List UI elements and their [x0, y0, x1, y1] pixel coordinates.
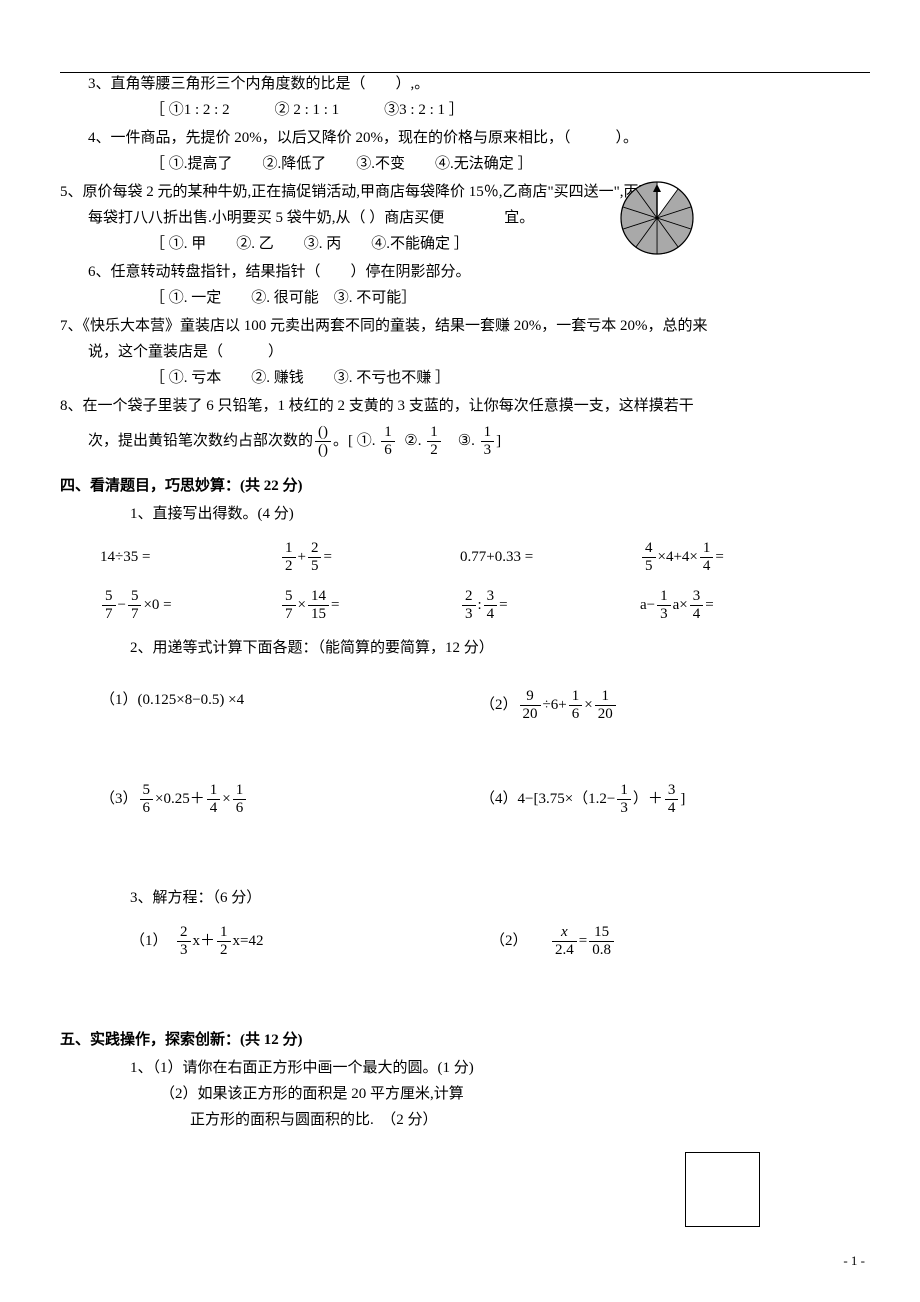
- q8-l2a: 次，提出黄铅笔次数约占部次数的: [88, 429, 313, 453]
- expr-4: （4）4−[3.75×（1.2− 13 ）＋ 34 ]: [480, 782, 870, 816]
- q6-text: 6、任意转动转盘指针，结果指针（ ）停在阴影部分。: [60, 260, 870, 284]
- calc-row-2: 57 − 57 ×0 = 57 × 1415 = 23 : 34 = a− 13…: [100, 588, 870, 622]
- question-7: 7、《快乐大本营》童装店以 100 元卖出两套不同的童装，结果一套赚 20%，一…: [60, 314, 870, 390]
- q7-line2: 说，这个童装店是（ ）: [60, 340, 870, 364]
- calc-2a: 57 − 57 ×0 =: [100, 588, 280, 622]
- sec5-l1: 1、（1）请你在右面正方形中画一个最大的圆。(1 分): [60, 1056, 870, 1080]
- q5-line1: 5、原价每袋 2 元的某种牛奶,正在搞促销活动,甲商店每袋降价 15％,乙商店"…: [60, 180, 870, 204]
- q8-frac-1-6: 16: [381, 424, 395, 458]
- question-6: 6、任意转动转盘指针，结果指针（ ）停在阴影部分。 ［ ①. 一定 ②. 很可能…: [60, 260, 870, 310]
- expr-row-12: （1）(0.125×8−0.5) ×4 （2） 920 ÷6+ 16 × 120: [100, 688, 870, 722]
- q8-line2: 次，提出黄铅笔次数约占部次数的 ()() 。[ ①. 16 ②. 12 ③. 1…: [60, 424, 870, 458]
- q8-frac-1-3: 13: [481, 424, 495, 458]
- q7-options: ［ ①. 亏本 ②. 赚钱 ③. 不亏也不赚 ］: [60, 366, 870, 390]
- sec4-p2: 2、用递等式计算下面各题：（能简算的要简算，12 分）: [60, 636, 870, 660]
- calc-2c: 23 : 34 =: [460, 588, 640, 622]
- calc-row-1: 14÷35 = 12 + 25 = 0.77+0.33 = 45 ×4+4× 1…: [100, 540, 870, 574]
- expr-2: （2） 920 ÷6+ 16 × 120: [480, 688, 870, 722]
- question-4: 4、一件商品，先提价 20%，以后又降价 20%，现在的价格与原来相比，（ ）。…: [60, 126, 870, 176]
- q8-l2b: 。[ ①.: [333, 429, 376, 453]
- header-rule: [60, 72, 870, 73]
- q4-options: ［ ①.提高了 ②.降低了 ③.不变 ④.无法确定 ］: [60, 152, 870, 176]
- q7-line1: 7、《快乐大本营》童装店以 100 元卖出两套不同的童装，结果一套赚 20%，一…: [60, 314, 870, 338]
- q6-options: ［ ①. 一定 ②. 很可能 ③. 不可能］: [60, 286, 870, 310]
- question-3: 3、直角等腰三角形三个内角度数的比是（ ）,。 ［ ①1 : 2 : 2 ② 2…: [60, 72, 870, 122]
- calc-1a: 14÷35 =: [100, 545, 280, 569]
- calc-1b: 12 + 25 =: [280, 540, 460, 574]
- q8-line1: 8、在一个袋子里装了 6 只铅笔，1 枝红的 2 支黄的 3 支蓝的，让你每次任…: [60, 394, 870, 418]
- section-4-title: 四、看清题目，巧思妙算：(共 22 分): [60, 474, 870, 498]
- sec5-l3: 正方形的面积与圆面积的比. （2 分）: [60, 1108, 870, 1132]
- q8-frac-paren: ()(): [315, 424, 331, 458]
- q5-line2: 每袋打八八折出售.小明要买 5 袋牛奶,从（ ）商店买便 宜。: [60, 206, 870, 230]
- q8-frac-1-2: 12: [427, 424, 441, 458]
- section-5-title: 五、实践操作，探索创新：(共 12 分): [60, 1028, 870, 1052]
- question-8: 8、在一个袋子里装了 6 只铅笔，1 枝红的 2 支黄的 3 支蓝的，让你每次任…: [60, 394, 870, 458]
- sec4-p3: 3、解方程：（6 分）: [60, 886, 870, 910]
- sec5-l2: （2）如果该正方形的面积是 20 平方厘米,计算: [60, 1082, 870, 1106]
- expr-1: （1）(0.125×8−0.5) ×4: [100, 688, 480, 722]
- expr-3: （3） 56 ×0.25＋ 14 × 16: [100, 782, 480, 816]
- question-5: 5、原价每袋 2 元的某种牛奶,正在搞促销活动,甲商店每袋降价 15％,乙商店"…: [60, 180, 870, 256]
- q4-text: 4、一件商品，先提价 20%，以后又降价 20%，现在的价格与原来相比，（ ）。: [60, 126, 870, 150]
- sec4-p1: 1、直接写出得数。(4 分): [60, 502, 870, 526]
- calc-1d: 45 ×4+4× 14 =: [640, 540, 820, 574]
- expr-row-34: （3） 56 ×0.25＋ 14 × 16 （4）4−[3.75×（1.2− 1…: [100, 782, 870, 816]
- spinner-icon: [619, 180, 695, 264]
- q8-l2e: ]: [496, 429, 501, 453]
- eqn-1: （1） 23 x＋ 12 x=42: [130, 924, 490, 958]
- square-box: [685, 1152, 760, 1227]
- page-number: - 1 -: [843, 1251, 865, 1272]
- q8-l2c: ②.: [404, 429, 421, 453]
- q8-l2d: ③.: [458, 429, 475, 453]
- eqn-row: （1） 23 x＋ 12 x=42 （2） x2.4 = 150.8: [130, 924, 870, 958]
- q3-text: 3、直角等腰三角形三个内角度数的比是（ ）,。: [60, 72, 870, 96]
- calc-2d: a− 13 a× 34 =: [640, 588, 820, 622]
- eqn-2: （2） x2.4 = 150.8: [490, 924, 616, 958]
- calc-2b: 57 × 1415 =: [280, 588, 460, 622]
- q3-options: ［ ①1 : 2 : 2 ② 2 : 1 : 1 ③3 : 2 : 1 ］: [60, 98, 870, 122]
- calc-1c: 0.77+0.33 =: [460, 545, 640, 569]
- q5-options: ［ ①. 甲 ②. 乙 ③. 丙 ④.不能确定 ］: [60, 232, 870, 256]
